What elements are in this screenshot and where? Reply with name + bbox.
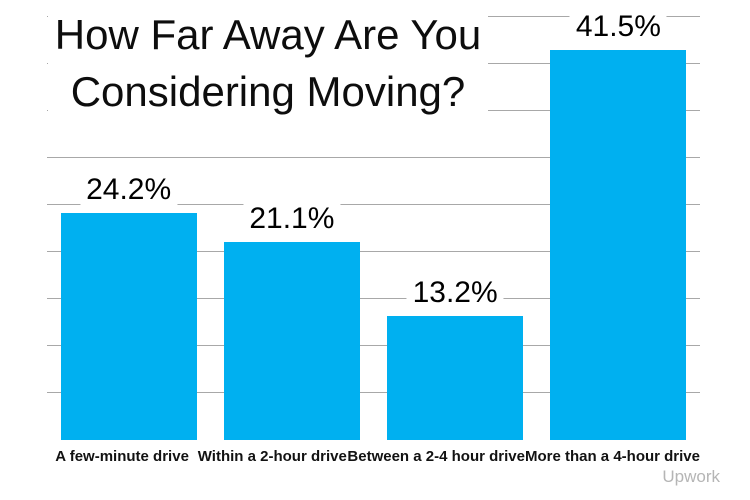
gridline <box>47 204 700 205</box>
category-label: Within a 2-hour drive <box>197 448 347 465</box>
gridline <box>47 157 700 158</box>
value-label: 24.2% <box>80 170 178 209</box>
category-axis: A few-minute drive Within a 2-hour drive… <box>47 448 700 465</box>
bar <box>550 49 687 440</box>
watermark: Upwork <box>662 467 720 486</box>
chart-plot: 24.2% 21.1% 13.2% 41.5% <box>47 7 700 440</box>
gridline <box>47 298 700 299</box>
bar <box>387 315 524 440</box>
gridline <box>47 392 700 393</box>
chart-title-line-1: How Far Away Are You <box>54 11 482 58</box>
value-label: 21.1% <box>243 199 341 238</box>
chart-title: How Far Away Are You Considering Moving? <box>48 0 488 140</box>
gridline <box>47 251 700 252</box>
category-label: A few-minute drive <box>55 448 189 465</box>
chart-title-line-2: Considering Moving? <box>70 68 466 115</box>
value-label: 41.5% <box>569 7 667 46</box>
value-label: 13.2% <box>406 273 504 312</box>
category-label: Between a 2-4 hour drive <box>347 448 525 465</box>
bar <box>223 241 360 440</box>
gridline <box>47 345 700 346</box>
bar <box>60 212 197 440</box>
category-label: More than a 4-hour drive <box>524 448 700 465</box>
